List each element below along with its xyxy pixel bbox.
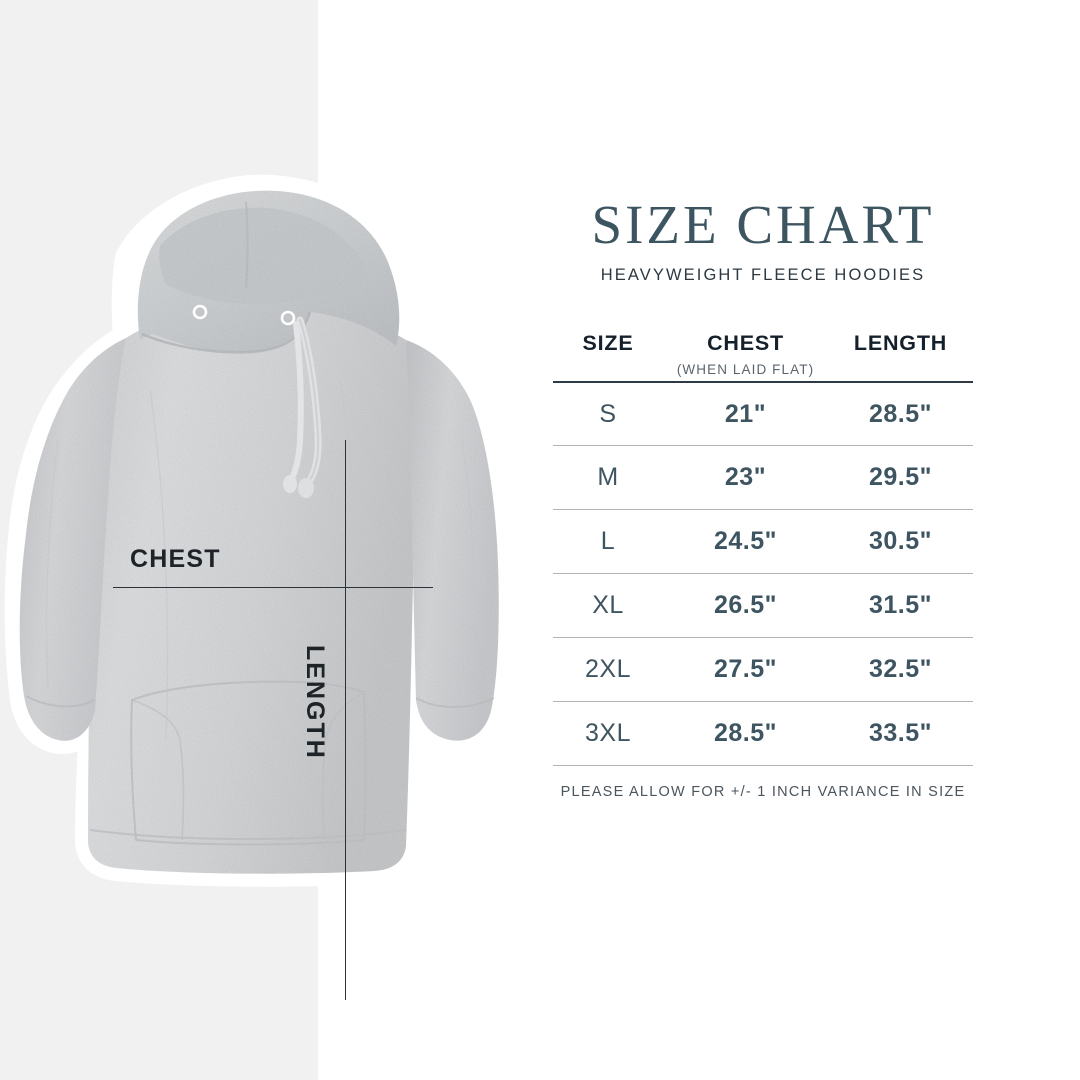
variance-note: PLEASE ALLOW FOR +/- 1 INCH VARIANCE IN … bbox=[560, 784, 966, 801]
table-body: S 21" 28.5" M 23" 29.5" L 24.5" 30.5" XL… bbox=[553, 382, 973, 766]
column-header-chest: CHEST (WHEN LAID FLAT) bbox=[663, 331, 828, 382]
page-subtitle: HEAVYWEIGHT FLEECE HOODIES bbox=[600, 265, 926, 284]
cell-size: 2XL bbox=[585, 655, 631, 684]
cell-length: 31.5" bbox=[868, 591, 932, 620]
hood-hardware bbox=[192, 304, 322, 498]
cell-chest: 27.5" bbox=[713, 655, 777, 684]
column-header-size: SIZE bbox=[582, 330, 634, 355]
cell-size: L bbox=[600, 527, 616, 556]
table-row: L 24.5" 30.5" bbox=[553, 510, 973, 574]
fold-3 bbox=[45, 439, 59, 689]
cell-size: 3XL bbox=[585, 719, 631, 748]
table-row: M 23" 29.5" bbox=[553, 446, 973, 510]
length-measure-line bbox=[345, 440, 346, 1000]
hoodie-body bbox=[88, 306, 415, 874]
grommet-left-icon bbox=[192, 304, 208, 320]
table-row: 3XL 28.5" 33.5" bbox=[553, 702, 973, 766]
cell-size: XL bbox=[592, 591, 624, 620]
chest-measure-line bbox=[113, 587, 433, 588]
hoodie-pocket bbox=[130, 680, 367, 846]
table-header: SIZE CHEST (WHEN LAID FLAT) LENGTH bbox=[553, 331, 973, 382]
size-chart-panel: SIZE CHART HEAVYWEIGHT FLEECE HOODIES SI… bbox=[553, 196, 973, 800]
cell-chest: 23" bbox=[724, 463, 767, 492]
column-header-chest-label: CHEST bbox=[707, 330, 784, 355]
hem-band bbox=[89, 829, 407, 840]
hoodie-illustration bbox=[0, 140, 540, 900]
hood-inner-shadow bbox=[159, 207, 372, 305]
left-cuff bbox=[25, 695, 95, 708]
cell-length: 28.5" bbox=[868, 399, 932, 428]
hoodie-right-sleeve bbox=[406, 340, 499, 741]
length-measure-label: LENGTH bbox=[301, 645, 329, 760]
cell-chest: 24.5" bbox=[713, 527, 777, 556]
cell-chest: 28.5" bbox=[713, 719, 777, 748]
size-table: SIZE CHEST (WHEN LAID FLAT) LENGTH S 21"… bbox=[553, 331, 973, 767]
table-row: 2XL 27.5" 32.5" bbox=[553, 638, 973, 702]
garment-body bbox=[19, 190, 499, 874]
pocket-left-opening bbox=[131, 699, 185, 841]
table-row: S 21" 28.5" bbox=[553, 382, 973, 446]
page-title: SIZE CHART bbox=[591, 194, 935, 255]
cell-length: 29.5" bbox=[868, 463, 932, 492]
table-header-row: SIZE CHEST (WHEN LAID FLAT) LENGTH bbox=[553, 331, 973, 382]
column-header-chest-note: (WHEN LAID FLAT) bbox=[676, 361, 815, 377]
drawstring-aglet-left bbox=[283, 475, 297, 493]
table-row: XL 26.5" 31.5" bbox=[553, 574, 973, 638]
column-header-length: LENGTH bbox=[853, 330, 948, 355]
cell-size: M bbox=[597, 463, 619, 492]
cell-length: 33.5" bbox=[868, 719, 932, 748]
drawstring-aglet-right bbox=[298, 478, 314, 498]
chest-measure-label: CHEST bbox=[130, 545, 221, 573]
fold-2 bbox=[339, 379, 359, 701]
fold-1 bbox=[149, 389, 169, 741]
right-cuff bbox=[415, 697, 495, 708]
fold-4 bbox=[461, 439, 476, 689]
cell-chest: 21" bbox=[724, 399, 767, 428]
cell-size: S bbox=[599, 399, 617, 428]
drawstring-left bbox=[289, 321, 304, 481]
hood-center-seam bbox=[245, 201, 249, 289]
cell-chest: 26.5" bbox=[713, 591, 777, 620]
grommet-right-icon bbox=[280, 310, 296, 326]
cell-length: 30.5" bbox=[868, 527, 932, 556]
cell-length: 32.5" bbox=[868, 655, 932, 684]
product-image: CHEST LENGTH bbox=[0, 140, 540, 1000]
